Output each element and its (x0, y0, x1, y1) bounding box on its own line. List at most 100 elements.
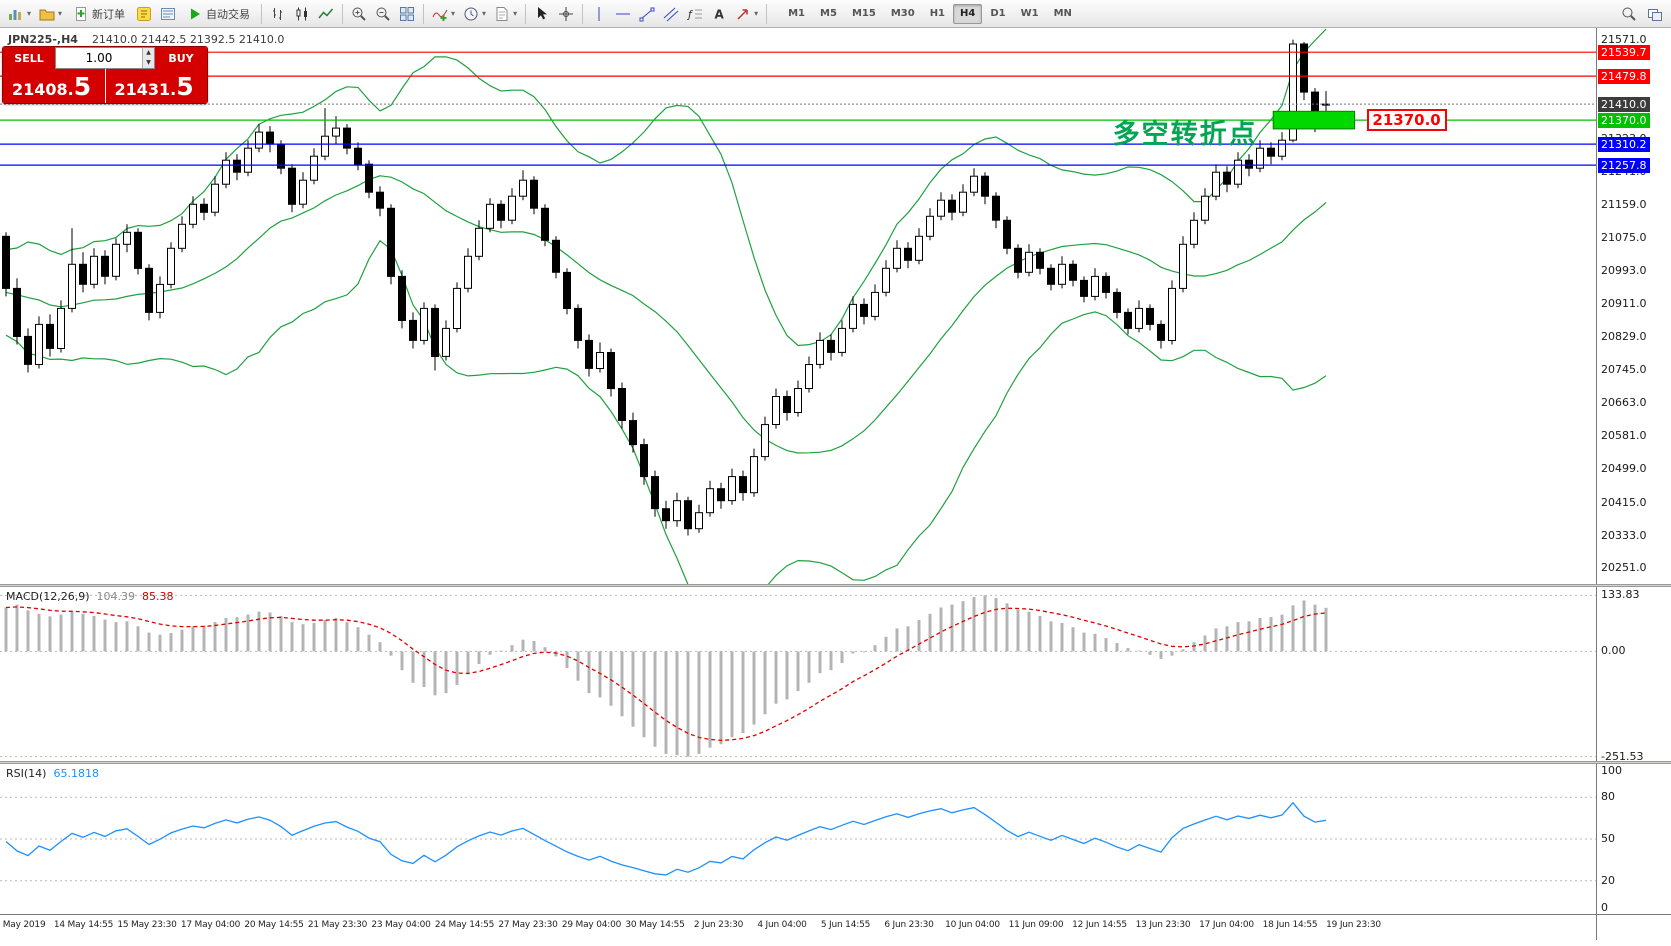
market-watch-icon (161, 7, 176, 20)
templates-button[interactable]: ▾ (490, 3, 521, 25)
candle (1157, 323, 1165, 341)
timeframe-m5[interactable]: M5 (820, 8, 837, 19)
macd-canvas[interactable] (0, 587, 1596, 761)
candle (1179, 243, 1187, 289)
time-axis-label: 15 May 23:30 (117, 920, 177, 930)
trendline-tool-button[interactable] (635, 3, 659, 25)
turning-point-annotation: 多空转折点 (1112, 118, 1258, 150)
new-order-label: 新订单 (92, 7, 126, 21)
candle (750, 456, 758, 494)
candle (1278, 139, 1286, 157)
bar-chart-button[interactable] (266, 3, 290, 25)
candle (1102, 275, 1110, 293)
price-grid-label: 20993.0 (1601, 264, 1647, 278)
macd-scale[interactable]: 133.83 0.00 -251.53 (1596, 587, 1671, 761)
candle (937, 199, 945, 217)
candle (310, 155, 318, 181)
autotrading-button[interactable]: 自动交易 (180, 3, 257, 25)
rsi-scale[interactable]: 100 80 50 20 0 (1596, 764, 1671, 914)
timeframe-w1[interactable]: W1 (1020, 8, 1039, 19)
buy-button[interactable]: BUY (155, 47, 207, 69)
candle (838, 327, 846, 353)
candle (1069, 263, 1077, 281)
candle (860, 303, 868, 317)
metaeditor-button[interactable] (132, 3, 156, 25)
timeframe-mn[interactable]: MN (1053, 8, 1072, 19)
candle (992, 195, 1000, 221)
zoom-in-icon (352, 7, 366, 21)
price-grid-label: 20911.0 (1601, 296, 1647, 310)
candle (145, 267, 153, 313)
time-axis-label: 27 May 23:30 (498, 920, 558, 930)
timeframe-d1[interactable]: D1 (990, 8, 1006, 19)
candle (805, 364, 813, 389)
crosshair-button[interactable] (554, 3, 578, 25)
volume-down-button[interactable]: ▼ (143, 58, 154, 68)
highlight-rect[interactable] (1272, 110, 1356, 130)
toolbar-separator (766, 3, 768, 24)
candle (1245, 159, 1253, 169)
channel-tool-button[interactable] (659, 3, 683, 25)
rsi-pane: RSI(14) 65.1818 100 80 50 20 0 (0, 764, 1671, 914)
bb-middle-line (5, 175, 1327, 454)
profiles-button[interactable]: ▾ (35, 3, 66, 25)
timeframe-m15[interactable]: M15 (851, 8, 876, 19)
candle (189, 203, 197, 225)
candle (651, 476, 659, 510)
buy-price-button[interactable]: 21431.5 (104, 69, 207, 103)
market-watch-button[interactable] (156, 3, 180, 25)
volume-up-button[interactable]: ▲ (143, 48, 154, 58)
macd-value: 104.39 (96, 590, 136, 603)
sell-button[interactable]: SELL (3, 47, 55, 69)
text-tool-button[interactable]: A (707, 3, 731, 25)
candle (574, 307, 582, 341)
time-axis-label: 20 May 14:55 (244, 920, 304, 930)
timeframe-h4[interactable]: H4 (953, 3, 983, 24)
periods-button[interactable]: ▾ (459, 3, 490, 25)
new-order-button[interactable]: 新订单 (66, 3, 132, 25)
indicators-button[interactable]: ▾ (428, 3, 459, 25)
sell-price-button[interactable]: 21408.5 (3, 69, 105, 103)
text-tool-icon: A (715, 7, 725, 21)
line-chart-button[interactable] (314, 3, 338, 25)
volume-value: 1.00 (85, 51, 113, 65)
price-grid-label: 20581.0 (1601, 429, 1647, 443)
price-scale[interactable]: 21571.021323.021241.021159.021075.020993… (1596, 28, 1671, 584)
price-grid-label: 20829.0 (1601, 329, 1647, 343)
candle (541, 207, 549, 241)
tile-windows-button[interactable] (395, 3, 419, 25)
symbol-period-label: JPN225-,H4 (8, 33, 78, 46)
layout-icon (1648, 8, 1662, 21)
one-click-trading-panel: SELL 1.00 ▲ ▼ BUY 21408.5 21431.5 (2, 46, 208, 104)
vertical-line-tool-button[interactable] (587, 3, 611, 25)
horizontal-line-tool-button[interactable] (611, 3, 635, 25)
candle (893, 247, 901, 269)
candle (475, 227, 483, 257)
layout-button[interactable] (1643, 3, 1667, 25)
timeframe-m30[interactable]: M30 (890, 8, 915, 19)
arrows-tool-button[interactable]: ▾ (731, 3, 762, 25)
fibonacci-tool-button[interactable]: ƒ (683, 3, 707, 25)
timeframe-h1[interactable]: H1 (929, 8, 946, 19)
toolbar-separator (525, 3, 527, 24)
candlestick-icon (296, 7, 308, 20)
timeframe-m1[interactable]: M1 (788, 8, 806, 19)
zoom-out-button[interactable] (371, 3, 395, 25)
main-chart-canvas[interactable] (0, 28, 1596, 584)
candle (915, 235, 923, 261)
svg-text:ƒ: ƒ (687, 8, 694, 21)
candle (1190, 219, 1198, 245)
ohlc-readout: 21410.0 21442.5 21392.5 21410.0 (91, 33, 285, 46)
pane-splitter[interactable] (0, 584, 1671, 587)
price-grid-label: 21571.0 (1601, 32, 1647, 46)
pane-splitter[interactable] (0, 761, 1671, 764)
rsi-canvas[interactable] (0, 764, 1596, 914)
search-button[interactable] (1617, 3, 1641, 25)
price-grid-label: 21075.0 (1601, 231, 1647, 245)
new-chart-button[interactable]: ▾ (4, 3, 35, 25)
zoom-in-button[interactable] (347, 3, 371, 25)
volume-input[interactable]: 1.00 ▲ ▼ (55, 47, 155, 69)
cursor-button[interactable] (530, 3, 554, 25)
candlestick-chart-button[interactable] (290, 3, 314, 25)
